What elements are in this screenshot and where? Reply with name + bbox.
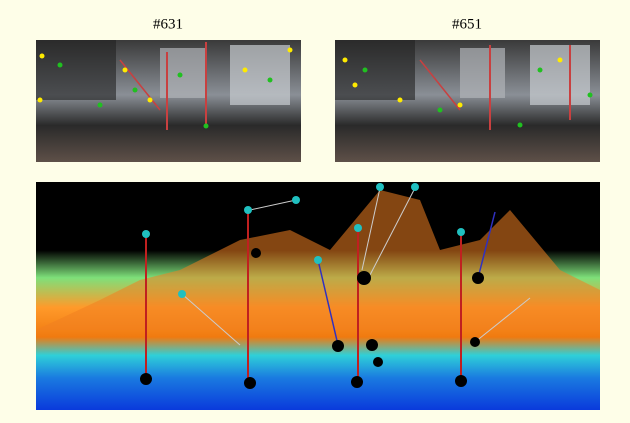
depth-map-part: [178, 290, 186, 298]
camera-image-left: [36, 40, 301, 162]
depth-map-part: [354, 224, 362, 232]
camera-image-left-part: [204, 124, 209, 129]
camera-image-left-part: [98, 103, 103, 108]
camera-image-left-part: [268, 78, 273, 83]
depth-map-part: [376, 183, 384, 191]
camera-image-right-part: [530, 45, 590, 105]
depth-map-part: [244, 377, 256, 389]
depth-map-part: [470, 337, 480, 347]
depth-map-part: [140, 373, 152, 385]
depth-map-part: [314, 256, 322, 264]
depth-map: [36, 182, 600, 410]
camera-image-right-part: [438, 108, 443, 113]
camera-image-left-part: [133, 88, 138, 93]
page: {"panels": [{"label": "#631"}, {"label":…: [0, 0, 630, 423]
camera-image-left-part: [178, 73, 183, 78]
camera-image-right-part: [335, 40, 415, 100]
camera-image-right-part: [558, 58, 563, 63]
depth-map-part: [351, 376, 363, 388]
camera-image-left-part: [123, 68, 128, 73]
camera-image-left-part: [243, 68, 248, 73]
depth-map-part: [472, 272, 484, 284]
depth-map-part: [366, 339, 378, 351]
camera-image-left-part: [40, 54, 45, 59]
depth-map-part: [455, 375, 467, 387]
depth-map-part: [292, 196, 300, 204]
camera-image-right-part: [588, 93, 593, 98]
camera-image-right-part: [460, 48, 505, 98]
depth-map-part: [411, 183, 419, 191]
depth-map-part: [332, 340, 344, 352]
panel-label: #631: [153, 16, 183, 32]
camera-image-right-part: [458, 103, 463, 108]
panel-label: #651: [452, 16, 482, 32]
camera-image-left-part: [230, 45, 290, 105]
camera-image-right-part: [398, 98, 403, 103]
camera-image-right-part: [343, 58, 348, 63]
camera-image-right-part: [363, 68, 368, 73]
depth-map-part: [142, 230, 150, 238]
camera-image-right-part: [538, 68, 543, 73]
depth-map-part: [357, 271, 371, 285]
camera-image-left-part: [36, 40, 116, 100]
camera-image-left-part: [58, 63, 63, 68]
depth-map-part: [244, 206, 252, 214]
depth-map-part: [373, 357, 383, 367]
figure: #631 #651: [0, 0, 630, 423]
camera-image-right-part: [353, 83, 358, 88]
camera-image-right: [335, 40, 600, 162]
camera-image-left-part: [38, 98, 43, 103]
depth-map-part: [457, 228, 465, 236]
camera-image-left-part: [288, 48, 293, 53]
camera-image-left-part: [148, 98, 153, 103]
depth-map-part: [251, 248, 261, 258]
camera-image-right-part: [518, 123, 523, 128]
